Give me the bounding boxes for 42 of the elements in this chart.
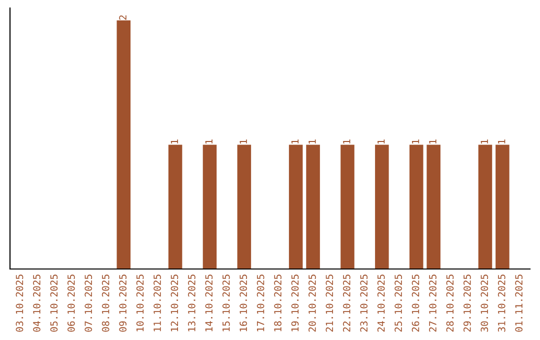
x-tick-label: 13.10.2025	[188, 274, 196, 332]
x-tick-label: 04.10.2025	[33, 274, 40, 332]
data-label: 1	[429, 140, 436, 144]
x-tick-label: 01.11.2025	[515, 274, 523, 332]
x-tick-label: 06.10.2025	[67, 274, 75, 332]
x-tick-label: 28.10.2025	[446, 274, 454, 332]
data-label: 1	[480, 140, 488, 144]
x-tick-label: 16.10.2025	[240, 274, 248, 332]
x-tick-label: 27.10.2025	[429, 274, 436, 332]
x-tick-label: 24.10.2025	[377, 274, 385, 332]
x-tick-label: 22.10.2025	[342, 274, 350, 332]
x-tick-label: 31.10.2025	[498, 274, 506, 332]
x-tick-label: 20.10.2025	[308, 274, 316, 332]
data-label: 1	[170, 140, 178, 144]
data-label: 1	[308, 140, 316, 144]
x-tick-label: 17.10.2025	[256, 274, 264, 332]
data-label: 2	[119, 15, 126, 20]
x-tick-label: 11.10.2025	[154, 274, 161, 332]
x-tick-label: 09.10.2025	[119, 274, 126, 332]
x-tick-label: 25.10.2025	[394, 274, 402, 332]
data-label: 1	[378, 140, 385, 144]
x-tick-label: 19.10.2025	[291, 274, 299, 332]
x-tick-label: 03.10.2025	[16, 274, 24, 332]
x-tick-label: 18.10.2025	[274, 274, 282, 332]
x-tick-label: 12.10.2025	[170, 274, 178, 332]
x-tick-label: 07.10.2025	[84, 274, 92, 332]
x-tick-label: 29.10.2025	[464, 274, 471, 332]
data-label: 1	[240, 140, 247, 144]
data-label: 1	[343, 140, 350, 144]
x-tick-label: 23.10.2025	[360, 274, 368, 332]
x-tick-label: 05.10.2025	[50, 274, 58, 332]
x-tick-label: 14.10.2025	[205, 274, 213, 332]
data-label: 1	[412, 140, 420, 144]
x-tick-label: 15.10.2025	[222, 274, 230, 332]
data-label: 1	[291, 140, 299, 144]
data-label: 1	[205, 140, 212, 144]
x-tick-label: 26.10.2025	[412, 274, 420, 332]
data-label: 1	[498, 140, 506, 144]
x-tick-label: 21.10.2025	[326, 274, 334, 332]
x-tick-label: 30.10.2025	[480, 274, 488, 332]
x-tick-label: 08.10.2025	[102, 274, 110, 332]
x-tick-label: 10.10.2025	[136, 274, 144, 332]
